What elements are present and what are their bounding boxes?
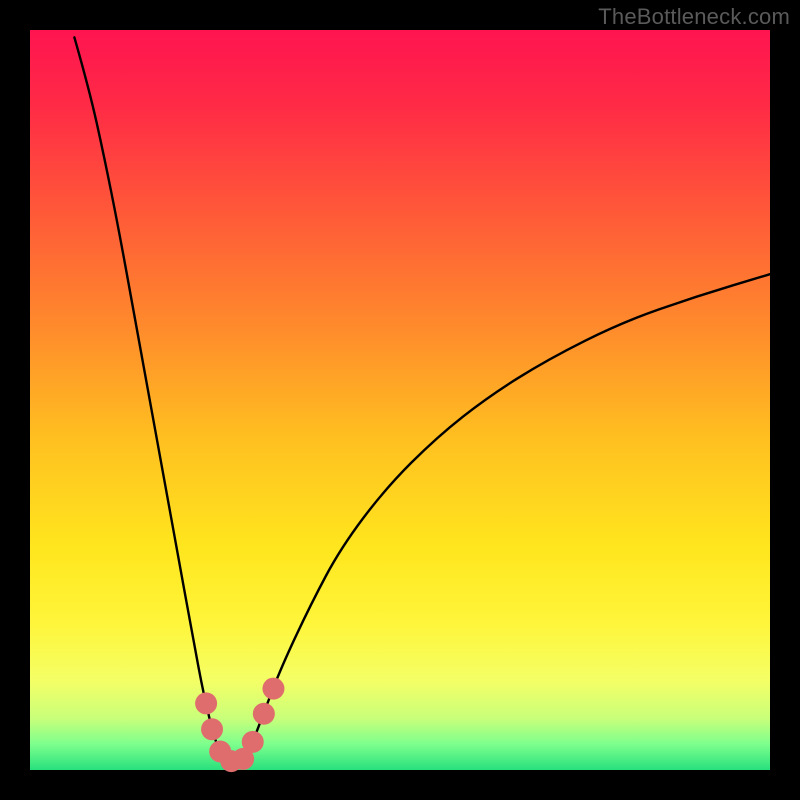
highlight-dot bbox=[201, 718, 223, 740]
chart-plot-area bbox=[30, 30, 770, 770]
watermark-text: TheBottleneck.com bbox=[598, 4, 790, 30]
chart-svg bbox=[0, 0, 800, 800]
highlight-dot bbox=[253, 703, 275, 725]
highlight-dot bbox=[262, 678, 284, 700]
highlight-dot bbox=[242, 731, 264, 753]
highlight-dot bbox=[195, 692, 217, 714]
chart-canvas: TheBottleneck.com bbox=[0, 0, 800, 800]
